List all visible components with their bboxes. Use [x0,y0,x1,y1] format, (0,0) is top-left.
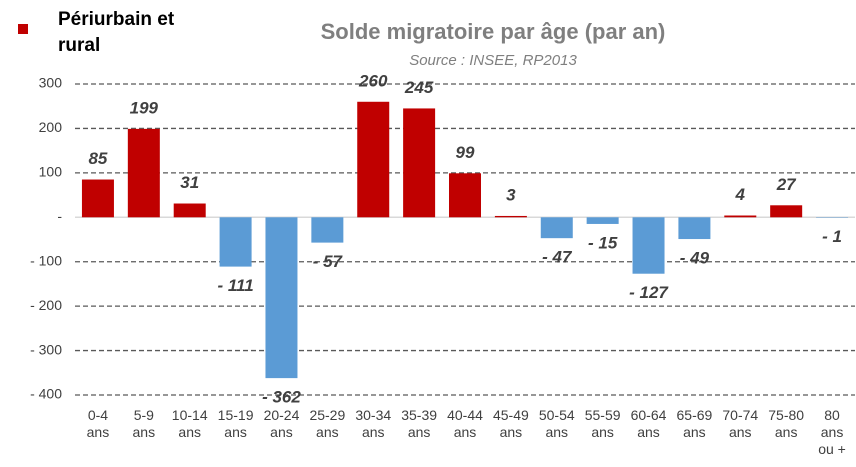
data-label: 199 [130,98,159,117]
x-tick-label: 5-9 ans [132,407,156,440]
x-tick-label: 0-4 ans [86,407,110,440]
bar [357,101,390,218]
data-label: 99 [456,143,475,162]
bar [632,217,665,274]
bar [449,173,481,218]
data-label: - 15 [588,233,618,252]
x-tick-label: 50-54 ans [538,407,575,440]
y-tick-label: 200 [39,119,63,135]
bar [770,205,803,218]
bar [540,217,573,239]
bar [403,108,436,218]
y-tick-label: - [57,208,62,224]
data-label: 245 [404,78,434,97]
data-label: 27 [776,175,797,194]
bar [311,217,344,243]
x-tick-label: 35-39 ans [401,407,438,440]
x-tick-label: 80 ans ou + [818,407,846,457]
data-label: 3 [506,185,516,204]
data-label: - 49 [680,249,710,268]
bar [724,215,757,218]
bar [81,179,114,218]
legend-swatch [18,24,28,34]
data-label: - 1 [822,227,842,246]
data-label: 4 [735,185,746,204]
y-tick-label: - 100 [30,252,62,268]
x-tick-label: 65-69 ans [676,407,713,440]
bar [678,217,711,240]
x-tick-label: 40-44 ans [447,407,483,440]
x-tick-label: 25-29 ans [309,407,346,440]
data-label: 260 [358,71,388,90]
y-tick-label: - 400 [30,386,62,402]
x-tick-label: 20-24 ans [263,407,300,440]
bar [265,217,298,379]
x-tick-label: 45-49 ans [492,407,529,440]
x-tick-label: 10-14 ans [171,407,208,440]
x-tick-label: 60-64 ans [630,407,667,440]
x-tick-label: 70-74 ans [722,407,759,440]
data-label: 85 [88,149,107,168]
bar [586,217,619,224]
bar [127,128,160,218]
chart-subtitle: Source : INSEE, RP2013 [409,52,577,69]
legend-label: Périurbain et rural [58,9,175,56]
data-label: - 127 [629,283,669,302]
y-tick-label: 300 [39,75,63,91]
y-tick-label: - 200 [30,297,62,313]
data-label: - 47 [542,248,573,267]
data-label: - 57 [313,252,344,271]
y-tick-label: 100 [39,164,63,180]
x-tick-label: 75-80 ans [768,407,805,440]
x-tick-label: 30-34 ans [355,407,392,440]
bar [494,215,527,218]
bar [173,203,206,218]
data-label: - 362 [262,388,301,407]
data-label: 31 [180,173,199,192]
x-tick-label: 55-59 ans [584,407,621,440]
y-tick-label: - 300 [30,341,62,357]
x-tick-label: 15-19 ans [217,407,254,440]
data-label: - 111 [217,276,253,295]
chart-title: Solde migratoire par âge (par an) [321,19,666,44]
bar [219,217,252,267]
